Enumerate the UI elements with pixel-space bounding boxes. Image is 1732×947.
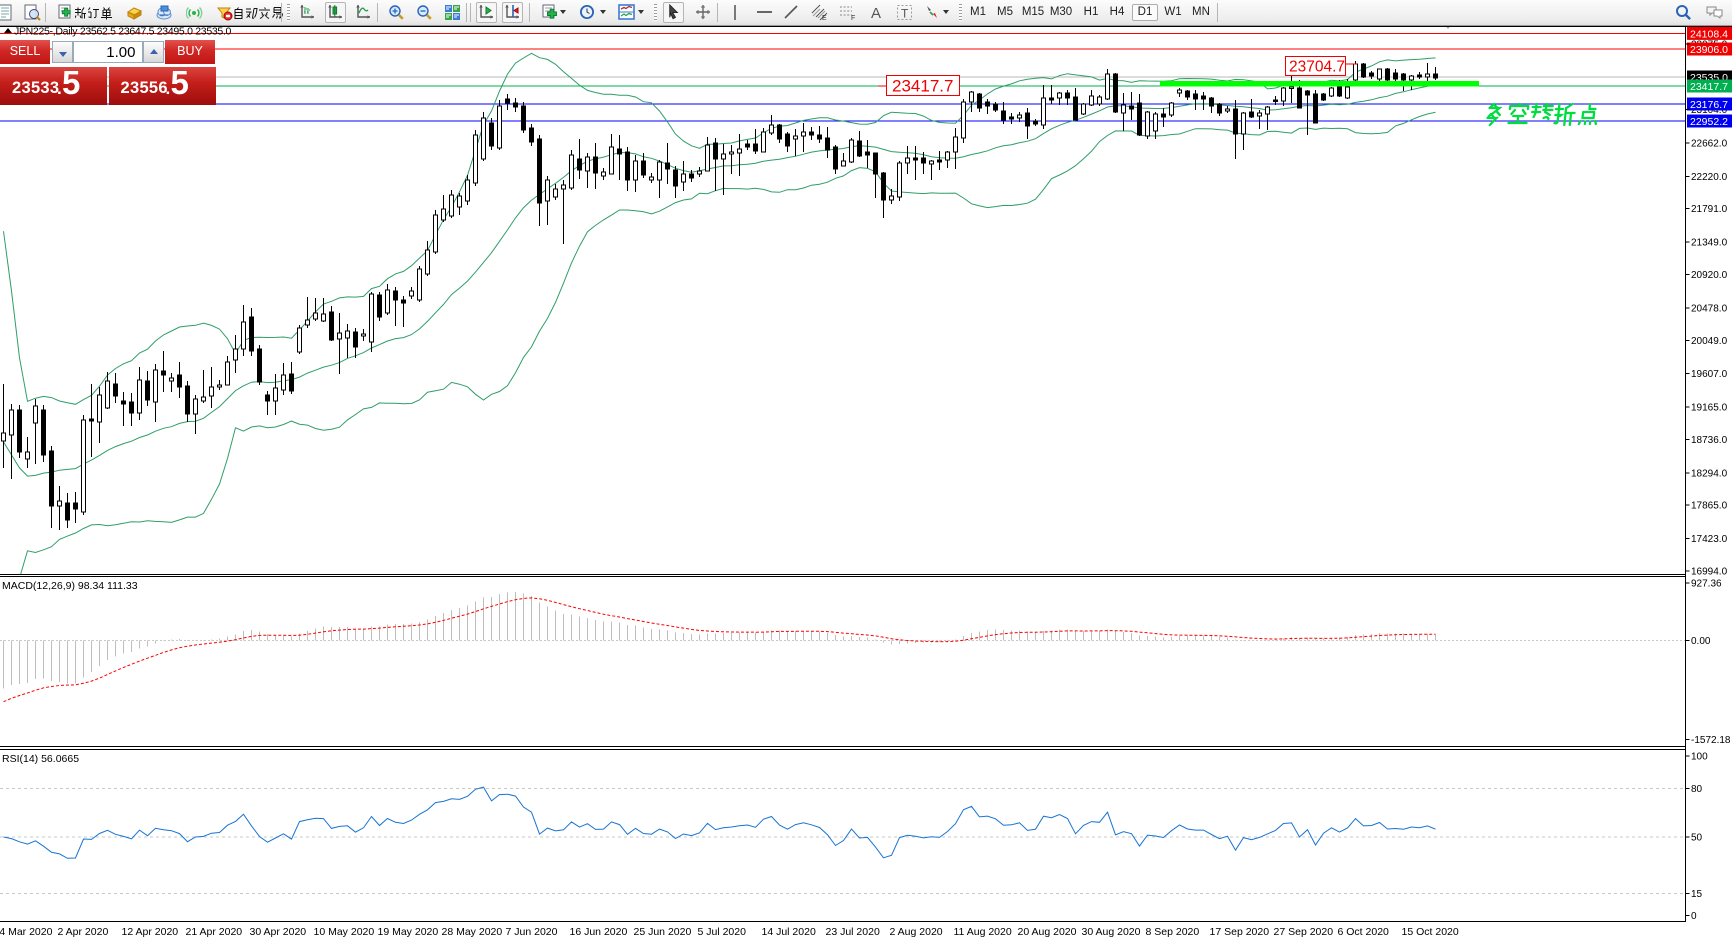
svg-text:50: 50: [1691, 833, 1703, 844]
svg-text:15: 15: [1691, 889, 1703, 900]
svg-text:12 Apr 2020: 12 Apr 2020: [122, 926, 179, 938]
svg-text:16 Jun 2020: 16 Jun 2020: [570, 926, 628, 938]
svg-text:18294.0: 18294.0: [1691, 468, 1728, 479]
svg-text:22952.2: 22952.2: [1690, 116, 1728, 128]
svg-text:10 May 2020: 10 May 2020: [314, 926, 375, 938]
svg-text:F: F: [851, 15, 855, 21]
svg-text:28 May 2020: 28 May 2020: [442, 926, 503, 938]
svg-text:14 Jul 2020: 14 Jul 2020: [762, 926, 816, 938]
svg-text:80: 80: [1691, 784, 1703, 795]
svg-text:18736.0: 18736.0: [1691, 435, 1728, 446]
svg-text:23104.0: 23104.0: [1691, 105, 1728, 116]
svg-text:21349.0: 21349.0: [1691, 238, 1728, 249]
svg-text:2 Apr 2020: 2 Apr 2020: [58, 926, 109, 938]
svg-text:20 Aug 2020: 20 Aug 2020: [1018, 926, 1077, 938]
svg-text:MACD(12,26,9) 98.34 111.33: MACD(12,26,9) 98.34 111.33: [2, 580, 138, 592]
svg-text:11 Aug 2020: 11 Aug 2020: [954, 926, 1012, 938]
svg-text:21 Apr 2020: 21 Apr 2020: [186, 926, 243, 938]
svg-text:22220.0: 22220.0: [1691, 172, 1728, 183]
svg-text:20478.0: 20478.0: [1691, 303, 1728, 314]
svg-text:20920.0: 20920.0: [1691, 270, 1728, 281]
svg-text:-1572.18: -1572.18: [1691, 735, 1731, 746]
svg-text:17 Sep 2020: 17 Sep 2020: [1210, 926, 1270, 938]
svg-text:17423.0: 17423.0: [1691, 534, 1728, 545]
svg-text:0.00: 0.00: [1691, 636, 1711, 647]
svg-text:24 Mar 2020: 24 Mar 2020: [0, 926, 53, 938]
svg-text:23704.7: 23704.7: [1289, 59, 1345, 76]
svg-text:20049.0: 20049.0: [1691, 336, 1728, 347]
svg-text:JPN225-,Daily 23562.5 23647.5: JPN225-,Daily 23562.5 23647.5 23495.0 23…: [14, 26, 232, 38]
svg-text:7 Jun 2020: 7 Jun 2020: [506, 926, 558, 938]
svg-text:6 Oct 2020: 6 Oct 2020: [1338, 926, 1390, 938]
svg-text:E: E: [822, 15, 827, 21]
svg-text:0: 0: [1691, 911, 1697, 922]
svg-text:23 Jul 2020: 23 Jul 2020: [826, 926, 880, 938]
svg-text:21791.0: 21791.0: [1691, 204, 1728, 215]
svg-text:23417.7: 23417.7: [892, 77, 953, 96]
svg-text:25 Jun 2020: 25 Jun 2020: [634, 926, 692, 938]
svg-text:RSI(14) 56.0665: RSI(14) 56.0665: [2, 753, 79, 765]
svg-text:30 Aug 2020: 30 Aug 2020: [1082, 926, 1141, 938]
svg-text:23417.7: 23417.7: [1690, 81, 1728, 93]
svg-text:19607.0: 19607.0: [1691, 369, 1728, 380]
svg-text:27 Sep 2020: 27 Sep 2020: [1274, 926, 1334, 938]
svg-text:A: A: [871, 5, 881, 21]
svg-text:17865.0: 17865.0: [1691, 501, 1728, 512]
svg-text:22662.0: 22662.0: [1691, 138, 1728, 149]
svg-text:30 Apr 2020: 30 Apr 2020: [250, 926, 307, 938]
svg-text:5 Jul 2020: 5 Jul 2020: [698, 926, 747, 938]
svg-text:15 Oct 2020: 15 Oct 2020: [1402, 926, 1459, 938]
svg-text:927.36: 927.36: [1691, 579, 1722, 590]
svg-text:23176.7: 23176.7: [1690, 99, 1728, 111]
svg-text:T: T: [901, 7, 909, 21]
svg-text:8 Sep 2020: 8 Sep 2020: [1146, 926, 1200, 938]
svg-text:23906.0: 23906.0: [1690, 44, 1728, 56]
svg-text:19 May 2020: 19 May 2020: [378, 926, 439, 938]
svg-text:16994.0: 16994.0: [1691, 567, 1728, 578]
svg-text:2 Aug 2020: 2 Aug 2020: [890, 926, 943, 938]
svg-text:24108.4: 24108.4: [1690, 28, 1728, 40]
svg-text:100: 100: [1691, 752, 1708, 763]
svg-text:19165.0: 19165.0: [1691, 403, 1728, 414]
